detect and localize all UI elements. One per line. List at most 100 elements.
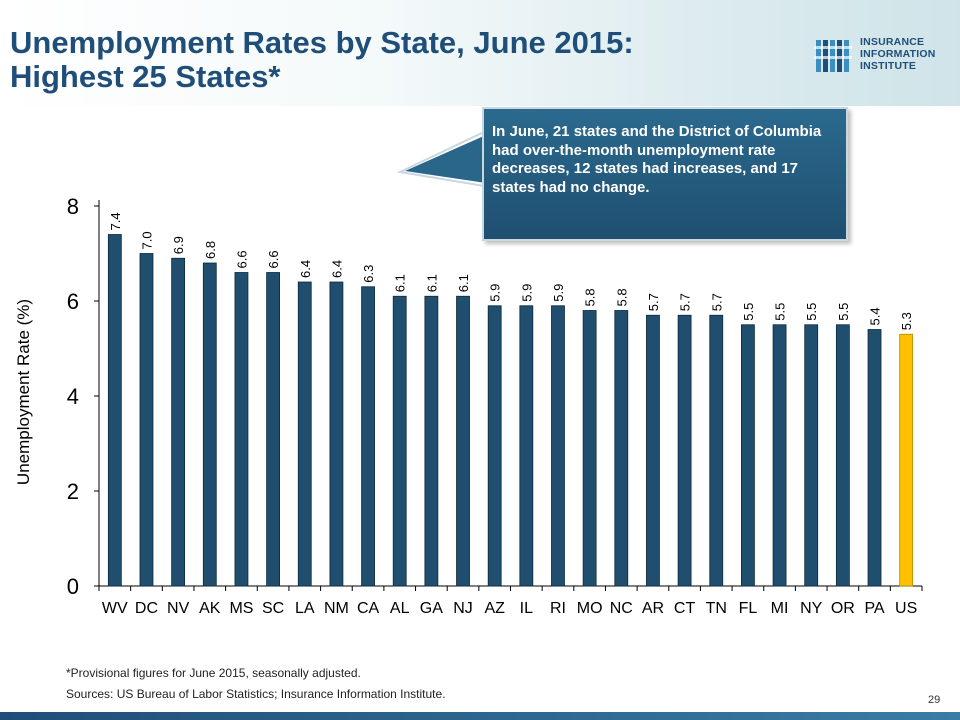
bar-ga [424, 295, 439, 587]
bar-mo [582, 310, 597, 587]
category-label-ar: AR [642, 600, 664, 617]
bar-dc [139, 253, 154, 587]
category-label-il: IL [520, 600, 533, 617]
category-label-us: US [895, 600, 917, 617]
value-label-nm: 6.4 [329, 260, 344, 278]
logo-text: INSURANCE INFORMATION INSTITUTE [860, 36, 936, 72]
bar-mi [772, 324, 787, 587]
value-label-ms: 6.6 [234, 250, 249, 268]
category-label-or: OR [831, 600, 855, 617]
title-line-2: Highest 25 States* [10, 59, 281, 94]
bar-or [835, 324, 850, 587]
value-label-il: 5.9 [519, 284, 534, 302]
value-label-or: 5.5 [836, 303, 851, 321]
bar-ak [202, 262, 217, 587]
value-label-nj: 6.1 [456, 274, 471, 292]
value-label-sc: 6.6 [266, 250, 281, 268]
value-label-pa: 5.4 [868, 307, 883, 325]
logo-line-1: INSURANCE [860, 36, 925, 48]
footnote: *Provisional figures for June 2015, seas… [66, 666, 361, 680]
category-label-ms: MS [229, 600, 253, 617]
bar-tn [709, 314, 724, 587]
value-label-dc: 7.0 [139, 231, 154, 249]
bar-ri [551, 305, 565, 587]
category-label-dc: DC [135, 600, 158, 617]
category-label-wv: WV [102, 600, 128, 617]
bar-al [392, 295, 407, 587]
category-label-la: LA [295, 600, 315, 617]
y-tick-label: 8 [67, 194, 79, 219]
bar-us [899, 333, 914, 587]
value-label-us: 5.3 [899, 312, 914, 330]
bar-ny [804, 324, 819, 587]
category-label-al: AL [390, 600, 410, 617]
category-label-nj: NJ [453, 600, 473, 617]
value-label-nc: 5.8 [614, 288, 629, 306]
value-label-ri: 5.9 [551, 284, 566, 302]
sources-note: Sources: US Bureau of Labor Statistics; … [66, 687, 446, 701]
bar-nv [171, 257, 186, 587]
category-label-ak: AK [199, 600, 221, 617]
page-number: 29 [928, 694, 941, 706]
bar-fl [741, 324, 755, 587]
category-label-sc: SC [262, 600, 284, 617]
bar-nc [614, 310, 629, 587]
logo-line-3: INSTITUTE [860, 60, 917, 72]
value-label-mo: 5.8 [583, 288, 598, 306]
title-line-1: Unemployment Rates by State, June 2015: [10, 25, 634, 60]
category-label-ca: CA [357, 600, 380, 617]
logo-mark-icon [814, 40, 852, 72]
slide-title: Unemployment Rates by State, June 2015: … [10, 26, 634, 94]
category-label-ga: GA [420, 600, 443, 617]
value-label-la: 6.4 [298, 260, 313, 278]
bar-az [487, 305, 502, 587]
category-label-ct: CT [674, 600, 696, 617]
category-label-nv: NV [167, 600, 190, 617]
value-label-ca: 6.3 [361, 265, 376, 283]
bar-ms [234, 272, 249, 587]
bar-sc [266, 272, 280, 587]
iii-logo: INSURANCE INFORMATION INSTITUTE [814, 36, 954, 76]
category-label-fl: FL [739, 600, 758, 617]
category-label-mi: MI [771, 600, 789, 617]
category-label-tn: TN [706, 600, 727, 617]
category-label-nm: NM [324, 600, 349, 617]
value-label-nv: 6.9 [171, 236, 186, 254]
bar-wv [107, 234, 122, 587]
bar-pa [867, 329, 882, 587]
category-label-pa: PA [864, 600, 884, 617]
slide-header [0, 0, 960, 106]
bar-la [297, 281, 312, 587]
value-label-az: 5.9 [488, 284, 503, 302]
category-label-ri: RI [550, 600, 566, 617]
category-label-mo: MO [577, 600, 603, 617]
bar-nm [329, 281, 344, 587]
value-label-ny: 5.5 [804, 303, 819, 321]
category-label-ny: NY [800, 600, 823, 617]
bottom-bar [0, 712, 960, 720]
bar-nj [456, 295, 470, 587]
callout-text: In June, 21 states and the District of C… [492, 123, 822, 196]
bar-ar [646, 314, 660, 587]
bar-il [519, 305, 534, 587]
value-label-tn: 5.7 [709, 293, 724, 311]
category-label-az: AZ [484, 600, 505, 617]
bar-ca [361, 286, 375, 587]
value-label-fl: 5.5 [741, 303, 756, 321]
logo-line-2: INFORMATION [860, 48, 936, 60]
callout-box: In June, 21 states and the District of C… [482, 107, 848, 241]
y-axis-title: Unemployment Rate (%) [14, 299, 33, 485]
value-label-ct: 5.7 [678, 293, 693, 311]
value-label-mi: 5.5 [773, 303, 788, 321]
category-label-nc: NC [610, 600, 633, 617]
value-label-ga: 6.1 [424, 274, 439, 292]
bar-ct [677, 314, 692, 587]
value-label-al: 6.1 [393, 274, 408, 292]
value-label-ak: 6.8 [203, 241, 218, 259]
y-tick-label: 0 [67, 574, 79, 599]
y-tick-label: 4 [67, 384, 79, 409]
y-tick-label: 6 [67, 289, 79, 314]
value-label-ar: 5.7 [646, 293, 661, 311]
value-label-wv: 7.4 [108, 212, 123, 230]
